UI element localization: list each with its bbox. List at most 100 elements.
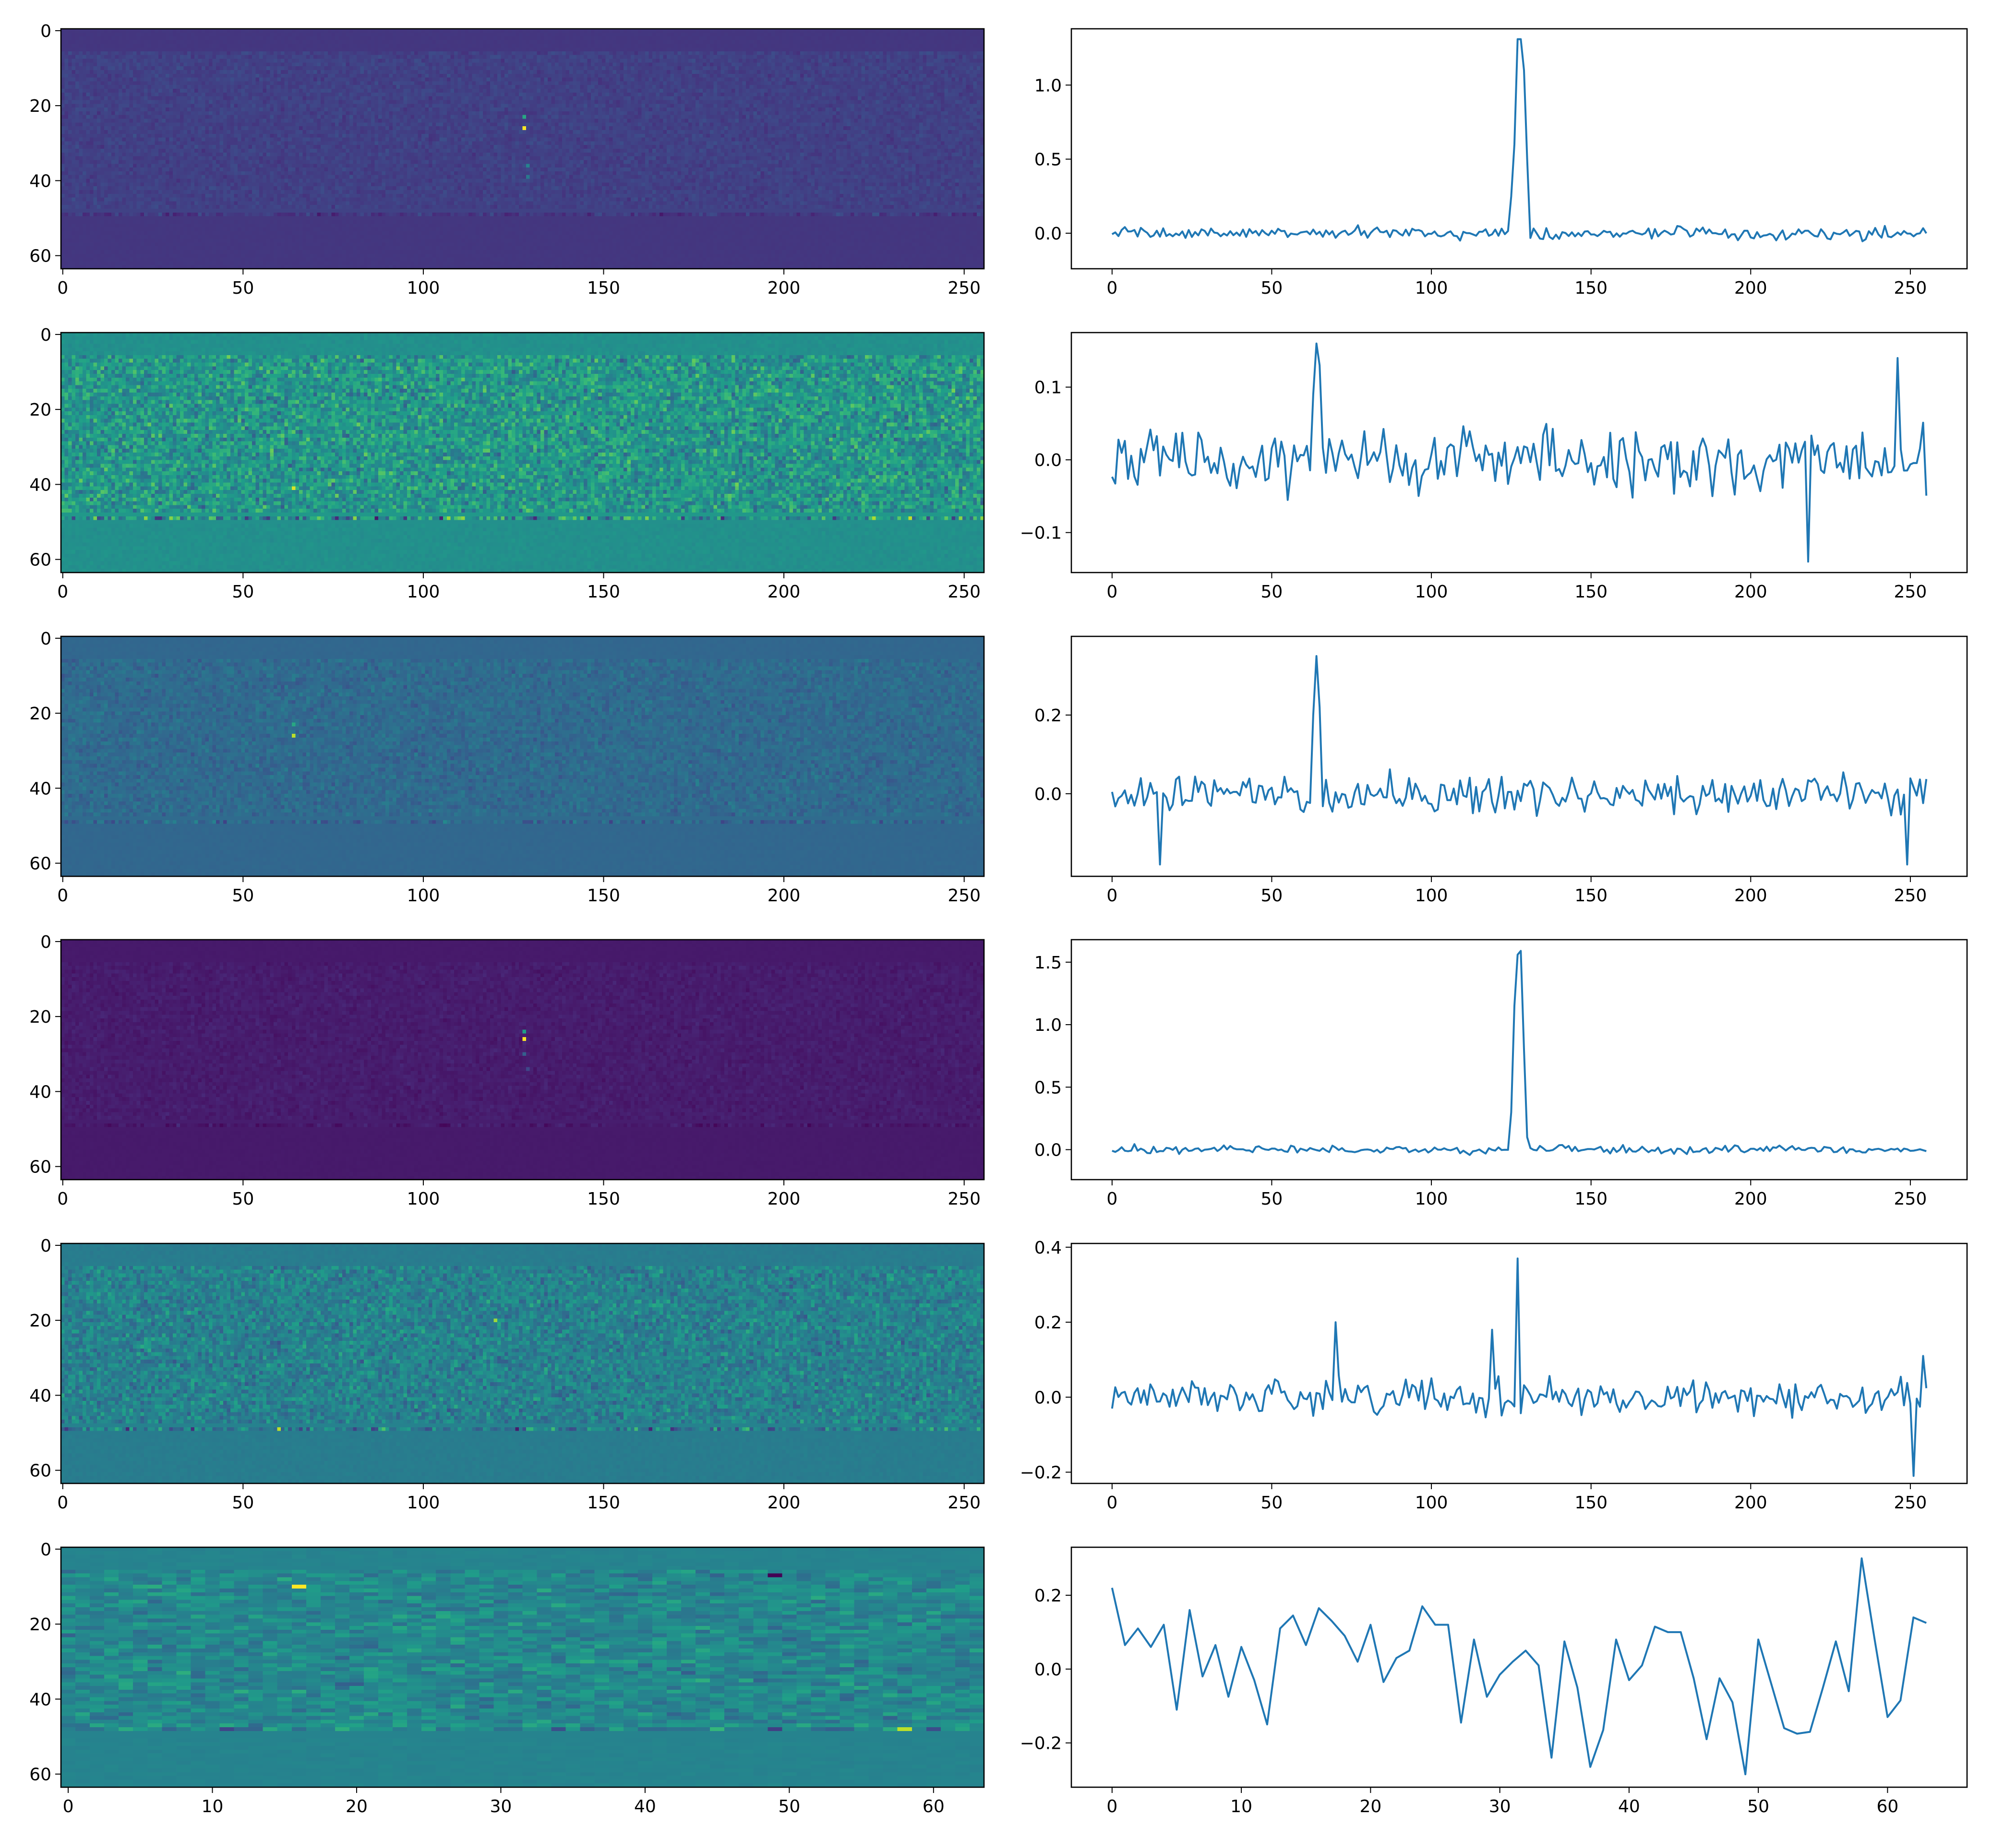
x-tick-label: 250: [948, 886, 981, 906]
x-tick-label: 50: [778, 1797, 800, 1816]
x-tick-label: 0: [57, 886, 68, 906]
x-tick-label: 250: [1894, 886, 1927, 906]
x-tick-label: 100: [407, 278, 440, 298]
line-panel-3: 0 50 100 150 200 250 0.0 0.2: [1034, 635, 1968, 906]
axes-frame: [60, 1546, 985, 1788]
x-tick-label: 100: [1415, 1189, 1448, 1209]
series-line: [1111, 655, 1928, 866]
y-tick-label: 0.2: [1034, 1313, 1062, 1333]
x-tick-label: 50: [1261, 886, 1283, 906]
x-tick-label: 200: [1734, 582, 1767, 602]
y-tick-label: 0.0: [1034, 451, 1062, 470]
x-tick-label: 100: [407, 886, 440, 906]
heatmap-panel-4: 0 50 100 150 200 250 0 20 40 60: [29, 932, 985, 1209]
x-tick-label: 30: [1489, 1797, 1511, 1816]
y-tick-label: 0.0: [1034, 1660, 1062, 1680]
axes-frame: [60, 635, 985, 877]
heatmap-panel-6: 0 10 20 30 40 50 60 0 20 40 60: [29, 1540, 985, 1816]
y-tick-label: 0: [40, 629, 51, 649]
axes-frame: [1070, 939, 1968, 1181]
y-tick-label: −0.2: [1020, 1463, 1062, 1483]
y-tick-label: 0: [40, 325, 51, 345]
x-tick-label: 150: [1574, 278, 1608, 298]
axes-frame: [60, 1243, 985, 1484]
y-tick-label: 0.1: [1034, 378, 1062, 398]
x-tick-label: 150: [1574, 1189, 1608, 1209]
x-tick-label: 40: [1618, 1797, 1640, 1816]
y-tick-label: 0.0: [1034, 785, 1062, 804]
x-tick-label: 100: [1415, 886, 1448, 906]
x-tick-label: 50: [1261, 1493, 1283, 1513]
x-tick-label: 200: [1734, 886, 1767, 906]
heatmap-panel-3: 0 50 100 150 200 250 0 20 40 60: [29, 629, 985, 906]
heatmap-image: [61, 940, 984, 1180]
axes-frame: [1070, 1546, 1968, 1788]
x-tick-label: 0: [1106, 278, 1117, 298]
x-tick-label: 50: [232, 1189, 254, 1209]
x-tick-label: 0: [1106, 886, 1117, 906]
y-tick-label: 0.4: [1034, 1238, 1062, 1258]
series-line: [1112, 950, 1927, 1156]
y-tick-label: 20: [29, 1615, 51, 1635]
x-tick-label: 200: [1734, 278, 1767, 298]
x-tick-label: 250: [1894, 278, 1927, 298]
x-tick-label: 50: [232, 1493, 254, 1513]
line-panel-4: 0 50 100 150 200 250 0.0 0.5 1.0 1.5: [1034, 939, 1968, 1209]
x-tick-label: 10: [202, 1797, 224, 1816]
y-tick-label: 60: [29, 854, 51, 874]
x-tick-label: 50: [232, 278, 254, 298]
line-panel-2: 0 50 100 150 200 250 −0.1 0.0 0.1: [1020, 332, 1968, 602]
x-tick-label: 0: [57, 1189, 68, 1209]
x-tick-label: 0: [57, 1493, 68, 1513]
y-tick-label: 1.5: [1034, 953, 1062, 973]
line-panel-6: 0 10 20 30 40 50 60 −0.2 0.0 0.2: [1020, 1546, 1968, 1816]
x-tick-label: 150: [587, 886, 620, 906]
x-tick-label: 100: [1415, 1493, 1448, 1513]
axes-frame: [1070, 1243, 1968, 1484]
x-tick-label: 50: [232, 886, 254, 906]
y-tick-label: 0.5: [1034, 1078, 1062, 1098]
x-tick-label: 20: [1359, 1797, 1381, 1816]
heatmap-panel-5: 0 50 100 150 200 250 0 20 40 60: [29, 1236, 985, 1513]
axes-frame: [60, 28, 985, 270]
x-tick-label: 50: [1747, 1797, 1769, 1816]
x-tick-label: 200: [1734, 1189, 1767, 1209]
y-tick-label: 40: [29, 171, 51, 191]
axes-background: [1071, 29, 1967, 269]
x-tick-label: 200: [1734, 1493, 1767, 1513]
axes-frame: [60, 939, 985, 1181]
x-tick-label: 100: [407, 1189, 440, 1209]
y-tick-label: 40: [29, 779, 51, 799]
x-tick-label: 250: [1894, 582, 1927, 602]
x-tick-label: 30: [490, 1797, 512, 1816]
y-tick-label: 0.0: [1034, 1141, 1062, 1160]
axes-frame: [60, 332, 985, 573]
x-tick-label: 250: [948, 1189, 981, 1209]
y-tick-label: 40: [29, 1386, 51, 1406]
axes-background: [1071, 636, 1967, 876]
y-tick-label: 0: [40, 1540, 51, 1560]
y-tick-label: 1.0: [1034, 76, 1062, 96]
x-tick-label: 60: [1876, 1797, 1898, 1816]
heatmap-image: [61, 636, 984, 876]
x-tick-label: 200: [768, 886, 801, 906]
y-tick-label: 0: [40, 1236, 51, 1256]
y-tick-label: 60: [29, 1158, 51, 1177]
x-tick-label: 40: [634, 1797, 656, 1816]
x-tick-label: 10: [1230, 1797, 1252, 1816]
x-tick-label: 60: [923, 1797, 945, 1816]
x-tick-label: 150: [1574, 1493, 1608, 1513]
axes-frame: [1070, 332, 1968, 573]
x-tick-label: 100: [1415, 582, 1448, 602]
x-tick-label: 50: [1261, 1189, 1283, 1209]
x-tick-label: 100: [1415, 278, 1448, 298]
axes-frame: [1070, 28, 1968, 270]
series-line: [1111, 38, 1927, 242]
axes-frame: [1070, 635, 1968, 877]
y-tick-label: 40: [29, 475, 51, 495]
series-line: [1111, 342, 1928, 563]
line-panel-5: 0 50 100 150 200 250 −0.2 0.0 0.2 0.4: [1020, 1238, 1968, 1513]
x-tick-label: 200: [768, 1189, 801, 1209]
y-tick-label: 20: [29, 1311, 51, 1331]
y-tick-label: 0.2: [1034, 706, 1062, 726]
